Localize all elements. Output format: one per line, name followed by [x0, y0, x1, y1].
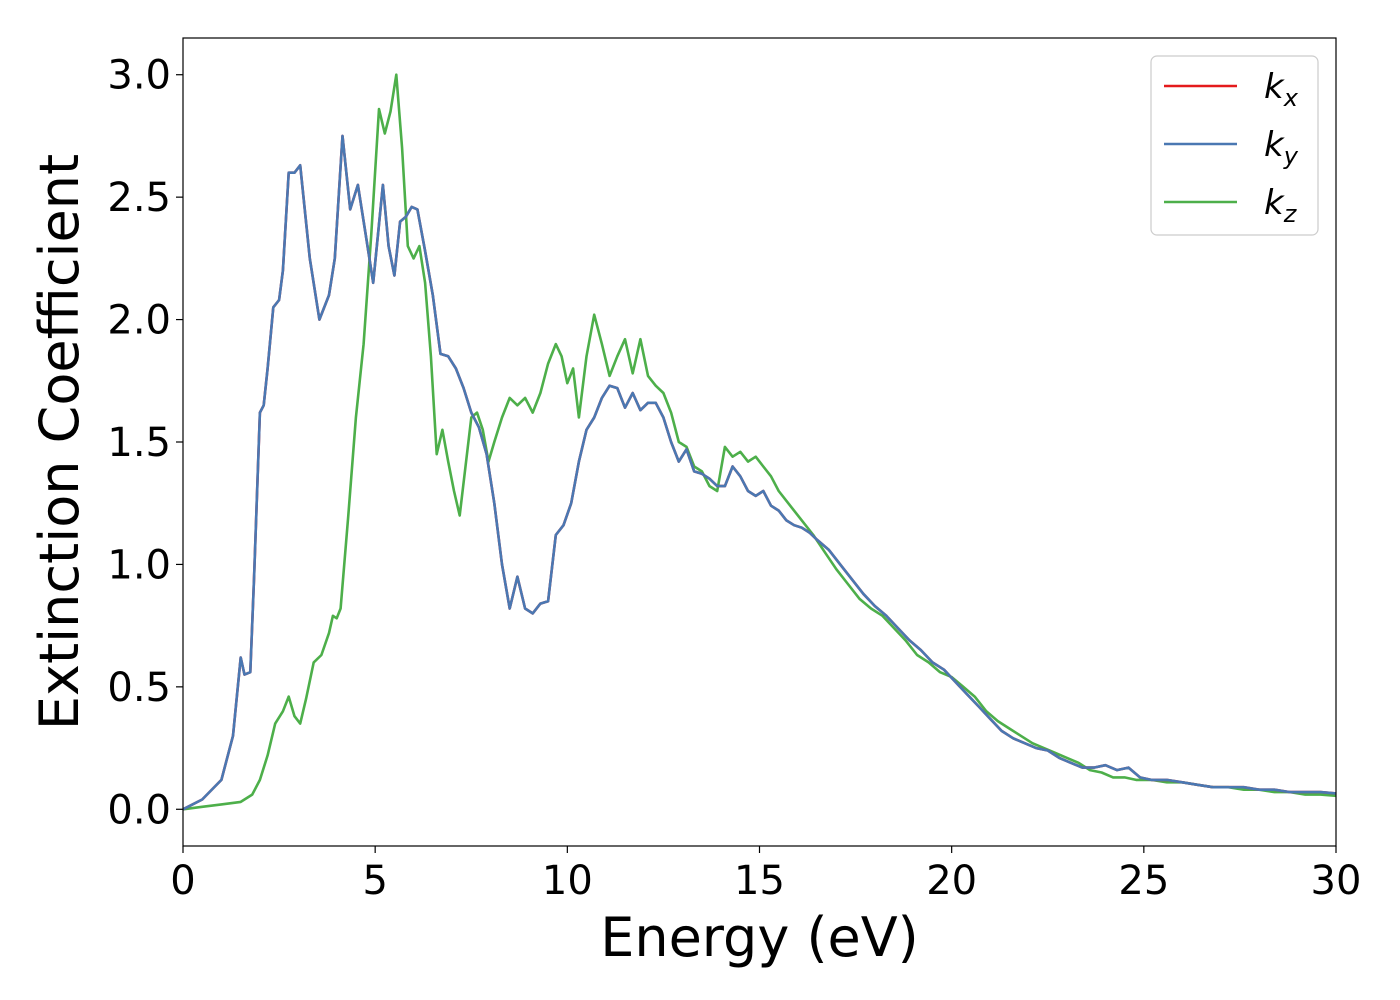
x-tick-label: 0: [170, 858, 195, 904]
legend-label-base: k: [1264, 67, 1285, 107]
x-axis-label: Energy (eV): [600, 906, 919, 969]
x-tick-label: 20: [926, 858, 977, 904]
legend-label-subscript: z: [1283, 200, 1298, 228]
y-tick-label: 1.5: [107, 420, 171, 466]
legend-label-subscript: x: [1283, 84, 1299, 112]
legend-label-x: kx: [1264, 67, 1299, 112]
y-tick-label: 2.0: [107, 298, 171, 344]
series-line-k-y: [182, 134, 1337, 811]
y-tick-label: 2.5: [107, 175, 171, 221]
x-axis: 0 5 10 15 20 25 30: [170, 846, 1361, 904]
x-tick-label: 10: [542, 858, 593, 904]
series-layer: [182, 73, 1337, 811]
legend-label-base: k: [1264, 125, 1285, 165]
x-tick-label: 25: [1118, 858, 1169, 904]
legend-box: [1150, 55, 1319, 236]
legend-label-z: kz: [1264, 183, 1298, 228]
legend-label-y: ky: [1264, 125, 1299, 170]
legend-label-subscript: y: [1283, 142, 1299, 170]
x-tick-label: 5: [362, 858, 387, 904]
y-tick-label: 0.0: [107, 787, 171, 833]
y-tick-label: 3.0: [107, 53, 171, 99]
x-tick-label: 30: [1311, 858, 1362, 904]
legend-label-base: k: [1264, 183, 1285, 223]
y-axis: 0.0 0.5 1.0 1.5 2.0 2.5 3.0: [107, 53, 183, 833]
y-tick-label: 1.0: [107, 542, 171, 588]
y-tick-label: 0.5: [107, 665, 171, 711]
x-tick-label: 15: [734, 858, 785, 904]
y-axis-label: Extinction Coefficient: [28, 154, 91, 730]
